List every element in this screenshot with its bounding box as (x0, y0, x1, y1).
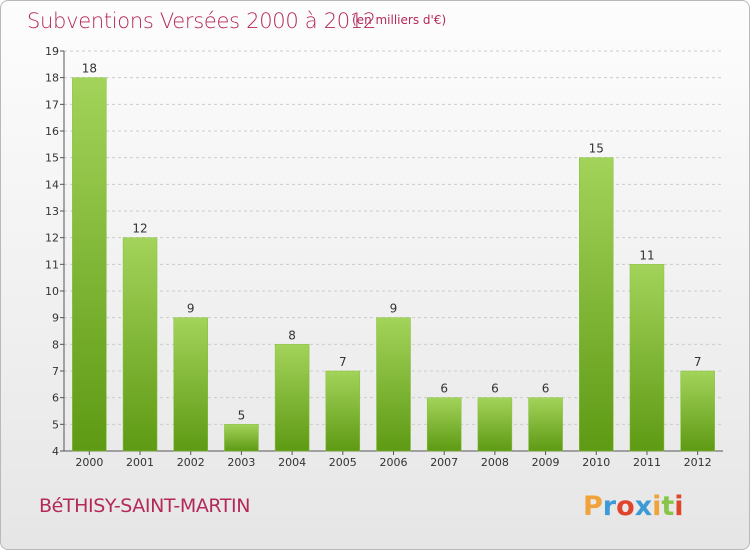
y-tick-label: 6 (52, 392, 59, 405)
y-tick-label: 16 (45, 125, 59, 138)
y-tick-label: 18 (45, 72, 59, 85)
bar-2008 (477, 397, 513, 452)
x-tick-label-2007: 2007 (430, 456, 458, 469)
y-tick-label: 7 (52, 365, 59, 378)
commune-name: BéTHISY-SAINT-MARTIN (39, 495, 251, 517)
value-label-2006: 9 (390, 302, 398, 316)
x-tick-label-2010: 2010 (582, 456, 610, 469)
value-label-2001: 12 (132, 222, 147, 236)
x-tick-label-2006: 2006 (380, 456, 408, 469)
x-tick-label-2004: 2004 (278, 456, 306, 469)
chart-title: Subventions Versées 2000 à 2012 (27, 9, 376, 33)
labels: 4 5 6 7 8 9 10 11 12 13 14 15 16 17 18 19 18 2000 12 2001 9 2… (45, 45, 712, 469)
y-tick-label: 10 (45, 285, 59, 298)
x-tick-label-2005: 2005 (329, 456, 357, 469)
x-tick-label-2008: 2008 (481, 456, 509, 469)
proxiti-logo[interactable]: Proxiti (583, 491, 684, 522)
logo-letter: i (652, 491, 662, 522)
bar-2006 (376, 317, 411, 452)
logo-letter: x (634, 491, 653, 522)
x-tick-label-2002: 2002 (177, 456, 205, 469)
bar-2003 (224, 424, 259, 452)
bar-2004 (274, 344, 310, 452)
x-tick-label-2000: 2000 (75, 456, 103, 469)
value-label-2007: 6 (440, 382, 448, 396)
value-label-2002: 9 (187, 302, 195, 316)
y-tick-label: 17 (45, 98, 59, 111)
x-tick-label-2012: 2012 (684, 456, 712, 469)
bar-2002 (173, 317, 208, 452)
x-tick-label-2001: 2001 (126, 456, 154, 469)
logo-letter: P (583, 491, 603, 522)
x-tick-label-2011: 2011 (633, 456, 661, 469)
x-tick-label-2003: 2003 (227, 456, 255, 469)
value-label-2009: 6 (542, 382, 550, 396)
x-tick-label-2009: 2009 (532, 456, 560, 469)
bar-2012 (680, 370, 715, 452)
y-tick-label: 14 (45, 178, 59, 191)
bars (72, 77, 715, 452)
y-tick-label: 19 (45, 45, 59, 58)
value-label-2008: 6 (491, 382, 499, 396)
bar-2000 (72, 77, 107, 452)
y-tick-label: 9 (52, 312, 59, 325)
value-label-2000: 18 (82, 62, 97, 76)
value-label-2010: 15 (589, 142, 604, 156)
logo-letter: o (616, 491, 635, 522)
bar-2007 (426, 397, 462, 452)
bar-2011 (629, 264, 665, 452)
bar-2005 (325, 370, 361, 452)
y-tick-label: 4 (52, 445, 59, 458)
value-label-2011: 11 (639, 248, 654, 262)
logo-letter: r (602, 491, 617, 522)
logo-letter: t (661, 491, 675, 522)
value-label-2005: 7 (339, 355, 347, 369)
y-tick-label: 11 (45, 258, 59, 271)
y-tick-label: 15 (45, 152, 59, 165)
y-tick-label: 12 (45, 232, 59, 245)
logo-letter: i (674, 491, 684, 522)
bar-2001 (122, 237, 158, 452)
bar-2009 (528, 397, 563, 452)
value-label-2004: 8 (288, 328, 296, 342)
y-tick-label: 13 (45, 205, 59, 218)
y-tick-label: 5 (52, 418, 59, 431)
unit-note: (en milliers d'€) (352, 13, 447, 27)
value-label-2003: 5 (238, 408, 246, 422)
bar-2010 (579, 157, 614, 452)
y-tick-label: 8 (52, 338, 59, 351)
value-label-2012: 7 (694, 355, 702, 369)
